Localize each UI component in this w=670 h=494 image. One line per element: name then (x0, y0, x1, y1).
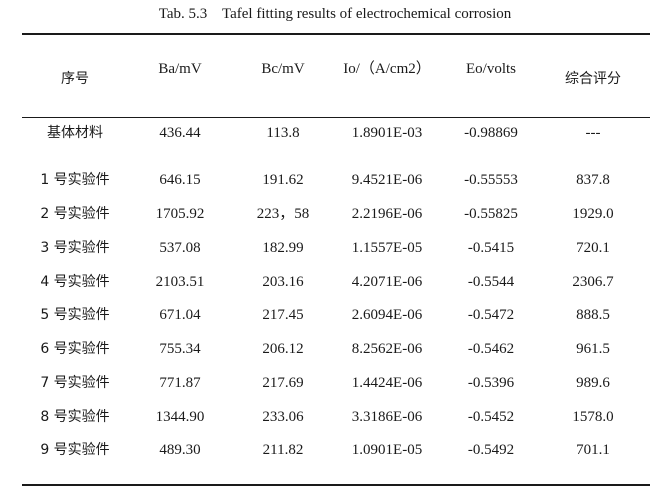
column-header: Io/（A/cm2） (343, 61, 431, 77)
table-cell: 217.69 (262, 375, 304, 391)
table-cell: 1.0901E-05 (351, 442, 423, 458)
column-header: Ba/mV (158, 61, 202, 77)
table-cell: 2306.7 (572, 274, 614, 290)
row-label: 6 号实验件 (40, 341, 110, 357)
column-header: 综合评分 (565, 71, 621, 87)
table-cell: -0.5462 (467, 341, 515, 357)
table-cell: 436.44 (159, 125, 201, 141)
table-caption: Tab. 5.3 Tafel fitting results of electr… (158, 6, 512, 22)
table-cell: 217.45 (262, 307, 304, 323)
table-cell: 1.8901E-03 (351, 125, 423, 141)
table-cell: --- (585, 125, 601, 141)
table-cell: 888.5 (576, 307, 610, 323)
table-header-rule (22, 117, 650, 118)
table-cell: -0.5492 (467, 442, 515, 458)
column-header: 序号 (61, 71, 89, 87)
row-label: 7 号实验件 (40, 375, 110, 391)
table-cell: 223，58 (256, 206, 310, 222)
table-cell: 233.06 (262, 409, 304, 425)
table-cell: 203.16 (262, 274, 304, 290)
table-cell: 1.1557E-05 (351, 240, 423, 256)
table-cell: 4.2071E-06 (351, 274, 423, 290)
table-cell: 961.5 (576, 341, 610, 357)
table-cell: 3.3186E-06 (351, 409, 423, 425)
row-label: 2 号实验件 (40, 206, 110, 222)
table-cell: 720.1 (576, 240, 610, 256)
row-label: 9 号实验件 (40, 442, 110, 458)
row-label: 8 号实验件 (40, 409, 110, 425)
table-cell: 646.15 (159, 172, 201, 188)
table-cell: 1.4424E-06 (351, 375, 423, 391)
table-cell: 206.12 (262, 341, 304, 357)
table-cell: -0.98869 (464, 125, 518, 141)
table-top-rule (22, 33, 650, 35)
table-cell: 113.8 (266, 125, 300, 141)
table-cell: -0.5396 (467, 375, 515, 391)
table-cell: 1929.0 (572, 206, 614, 222)
table-cell: -0.5472 (467, 307, 515, 323)
table-cell: 771.87 (159, 375, 201, 391)
table-cell: -0.5452 (467, 409, 515, 425)
table-bottom-rule (22, 484, 650, 486)
table-cell: 837.8 (576, 172, 610, 188)
table-cell: 2.6094E-06 (351, 307, 423, 323)
table-cell: 1578.0 (572, 409, 614, 425)
table-cell: 8.2562E-06 (351, 341, 423, 357)
row-label: 1 号实验件 (40, 172, 110, 188)
table-cell: 989.6 (576, 375, 610, 391)
table-cell: -0.55553 (464, 172, 518, 188)
table-cell: -0.5415 (467, 240, 515, 256)
table-cell: 182.99 (262, 240, 304, 256)
table-cell: 2.2196E-06 (351, 206, 423, 222)
column-header: Bc/mV (261, 61, 305, 77)
table-cell: 671.04 (159, 307, 201, 323)
table-cell: 1705.92 (155, 206, 205, 222)
table-cell: 2103.51 (155, 274, 205, 290)
table-cell: 755.34 (159, 341, 201, 357)
table-cell: 211.82 (262, 442, 304, 458)
row-label: 基体材料 (47, 125, 103, 141)
row-label: 4 号实验件 (40, 274, 110, 290)
table-cell: 1344.90 (155, 409, 205, 425)
table-cell: 489.30 (159, 442, 201, 458)
column-header: Eo/volts (465, 61, 517, 77)
table-cell: -0.55825 (464, 206, 518, 222)
table-cell: -0.5544 (467, 274, 515, 290)
table-cell: 9.4521E-06 (351, 172, 423, 188)
table-cell: 701.1 (576, 442, 610, 458)
table-cell: 191.62 (262, 172, 304, 188)
row-label: 5 号实验件 (40, 307, 110, 323)
table-cell: 537.08 (159, 240, 201, 256)
row-label: 3 号实验件 (40, 240, 110, 256)
